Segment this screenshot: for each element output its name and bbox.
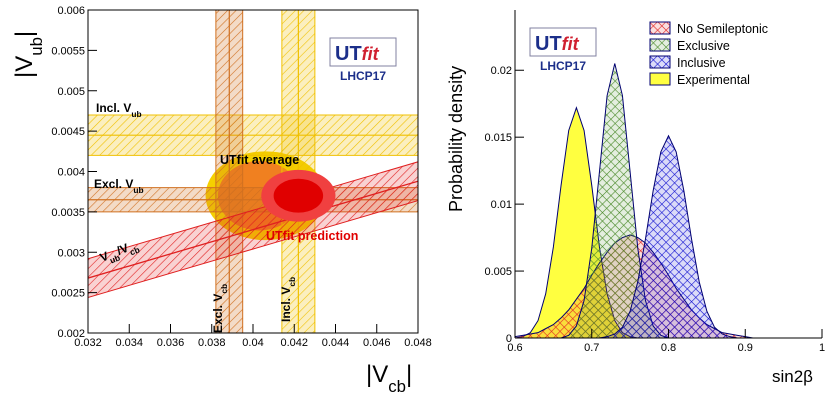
legend-label: No Semileptonic	[677, 22, 768, 36]
subscript: cb	[388, 377, 406, 394]
band-label: Incl. Vcb	[279, 277, 297, 322]
logo-sub: LHCP17	[340, 69, 386, 83]
area-fill	[515, 107, 761, 338]
y-axis-title: |Vub|	[11, 31, 46, 78]
x-axis-title: |Vcb|	[366, 361, 412, 394]
band-label: Excl. Vcb	[211, 284, 229, 333]
legend-swatch	[649, 72, 671, 86]
y-tick-label: 0.02	[491, 65, 512, 77]
subscript: ub	[108, 252, 121, 265]
y-tick-label: 0.004	[57, 167, 85, 179]
label-part: |	[11, 31, 38, 37]
band-label: Vub/Vcb	[98, 237, 141, 268]
label-part: |V	[11, 56, 38, 78]
y-tick-label: 0.006	[57, 5, 85, 17]
y-tick-label: 0.003	[57, 247, 85, 259]
subscript: cb	[128, 244, 141, 257]
y-tick-label: 0.005	[484, 266, 512, 278]
band-label: Excl. Vub	[94, 177, 144, 195]
x-tick-label: 0.6	[507, 342, 522, 354]
ellipse-inner	[273, 178, 324, 213]
x-tick-label: 0.046	[363, 337, 391, 349]
band-label: Incl. Vub	[96, 101, 142, 119]
subscript: ub	[133, 185, 143, 195]
logo-main: UT	[535, 33, 562, 55]
x-tick-label: 0.032	[74, 337, 102, 349]
label-part: /V	[115, 241, 131, 258]
density-line	[515, 134, 761, 338]
density-line	[515, 63, 761, 338]
logo-sub: LHCP17	[540, 59, 586, 73]
legend-label: Inclusive	[677, 56, 726, 70]
legend-swatch	[649, 55, 671, 69]
logo-main: UT	[335, 43, 362, 65]
legend-label: Exclusive	[677, 39, 730, 53]
y-tick-label: 0.015	[484, 132, 512, 144]
subscript: cb	[219, 284, 229, 294]
logo-box	[329, 37, 397, 67]
logo-text: UTfit	[535, 33, 580, 55]
density-line	[515, 106, 761, 338]
x-tick-label: 0.038	[198, 337, 226, 349]
x-tick-label: 0.034	[115, 337, 143, 349]
y-tick-label: 0.0035	[51, 207, 85, 219]
plot-area	[88, 10, 418, 333]
logo-text: UTfit	[335, 43, 380, 65]
y-axis-title: Probability density	[446, 66, 466, 212]
region-label: UTfit average	[220, 153, 299, 167]
y-tick-label: 0.005	[57, 86, 85, 98]
label-part: |	[406, 361, 412, 388]
logo-italic: fit	[362, 44, 380, 64]
area-fill	[515, 135, 761, 338]
y-tick-label: 0.0055	[51, 45, 85, 57]
subscript: ub	[131, 109, 141, 119]
y-tick-label: 0.01	[491, 199, 512, 211]
y-tick-label: 0.0045	[51, 126, 85, 138]
x-tick-label: 0.044	[322, 337, 350, 349]
label-part: |V	[366, 361, 388, 388]
subscript: ub	[27, 37, 46, 56]
legend-swatch	[649, 21, 671, 35]
x-tick-label: 0.048	[404, 337, 432, 349]
y-tick-label: 0.0025	[51, 288, 85, 300]
x-tick-label: 0.8	[661, 342, 676, 354]
right-chart: 0.6 0.7 0.8 0.9 1 0 0.005 0.01 0.015 0.02 Probabil…	[446, 10, 825, 386]
logo-italic: fit	[562, 34, 580, 54]
x-axis-title: sin2β	[772, 367, 813, 386]
x-tick-label: 1	[819, 342, 825, 354]
y-tick-label: 0.002	[57, 328, 85, 340]
label-part: Incl. V	[96, 101, 131, 115]
band-center	[88, 180, 418, 279]
y-tick-label: 0	[506, 333, 512, 345]
x-tick-label: 0.9	[738, 342, 753, 354]
x-tick-label: 0.042	[280, 337, 308, 349]
x-tick-label: 0.036	[157, 337, 185, 349]
logo-box	[529, 27, 597, 57]
legend-swatch	[649, 38, 671, 52]
subscript: cb	[287, 277, 297, 287]
label-part: Incl. V	[279, 287, 293, 322]
plot-area	[515, 63, 761, 338]
region-label: UTfit prediction	[266, 229, 358, 243]
label-part: Excl. V	[211, 294, 225, 333]
label-part: Excl. V	[94, 177, 133, 191]
legend-label: Experimental	[677, 73, 750, 87]
x-tick-label: 0.7	[584, 342, 599, 354]
x-tick-label: 0.04	[242, 337, 263, 349]
